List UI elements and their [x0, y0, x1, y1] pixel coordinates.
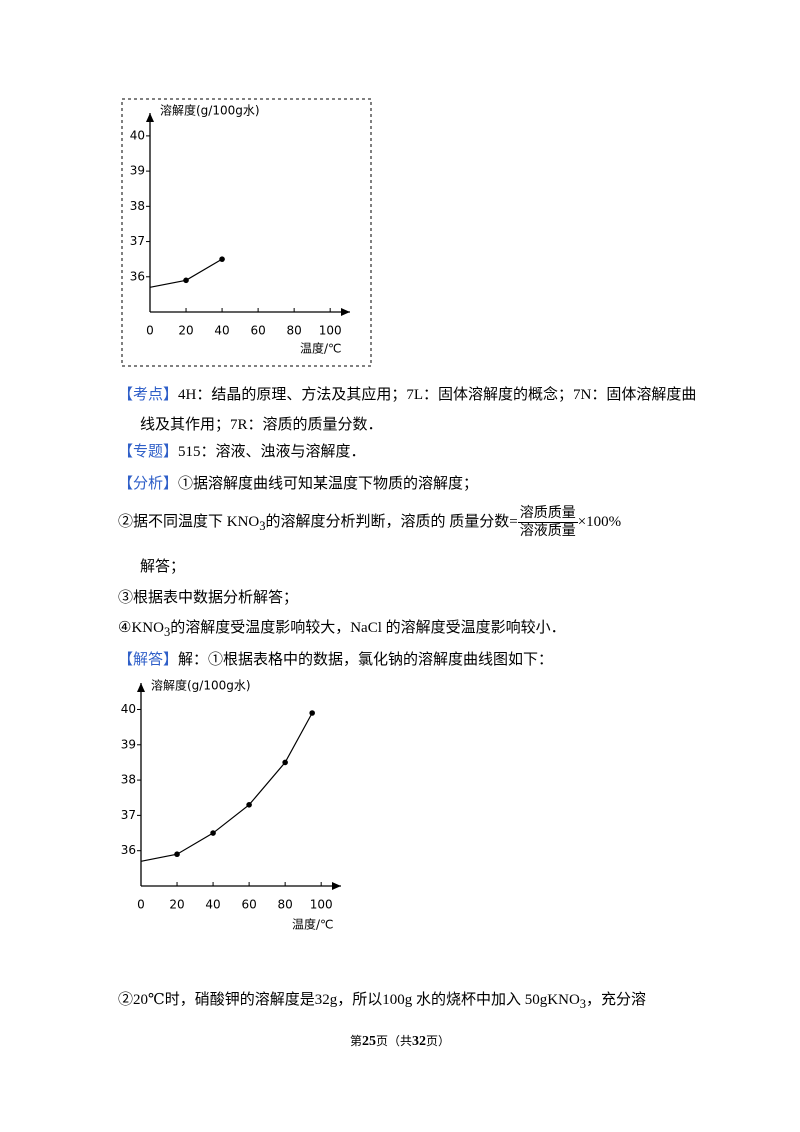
x-tick-label: 80 [278, 898, 293, 912]
text: ②据不同温度下 KNO [118, 513, 260, 530]
page-total: 32 [412, 1034, 426, 1049]
y-tick-label: 39 [121, 737, 136, 751]
text: ①据溶解度曲线可知某温度下物质的溶解度； [178, 476, 479, 492]
text: ×100% [577, 513, 622, 530]
data-point [282, 759, 288, 766]
x-tick-label: 80 [287, 324, 302, 338]
numerator: 溶质质量 [517, 505, 578, 523]
text: ④KNO [118, 620, 164, 636]
fenxi: 【分析】①据溶解度曲线可知某温度下物质的溶解度； [118, 474, 478, 494]
data-point [174, 851, 180, 858]
label: 【考点】 [118, 387, 179, 403]
y-tick-label: 36 [130, 269, 145, 283]
text: 515：溶液、浊液与溶解度． [178, 444, 366, 460]
data-point [246, 802, 252, 808]
x-tick-label: 20 [178, 324, 193, 338]
y-arrow [146, 113, 154, 122]
subscript: 3 [259, 518, 266, 533]
item4: ④KNO3的溶解度受温度影响较大，NaCl 的溶解度受温度影响较小． [118, 618, 566, 642]
y-tick-label: 36 [121, 843, 136, 857]
text: 4H：结晶的原理、方法及其应用；7L：固体溶解度的概念；7N：固体溶解度曲线及其… [140, 387, 697, 433]
text: 第 [349, 1034, 362, 1048]
label: 【分析】 [118, 476, 179, 492]
y-tick-label: 38 [121, 773, 136, 787]
y-tick-label: 40 [130, 128, 145, 142]
text: 的溶解度受温度影响较大，NaCl 的溶解度受温度影响较小． [170, 620, 566, 636]
subscript: 3 [163, 625, 171, 639]
x-arrow [332, 882, 341, 890]
text: 页（共 [375, 1034, 412, 1048]
subscript: 3 [579, 997, 587, 1011]
zhuanti: 【专题】515：溶液、浊液与溶解度． [118, 442, 366, 462]
data-line [140, 712, 313, 862]
x-arrow [341, 308, 350, 316]
y-tick-label: 39 [130, 164, 145, 178]
data-point [183, 277, 189, 284]
x-axis-label: 温度/℃ [300, 341, 342, 356]
y-tick-label: 40 [121, 702, 136, 716]
x-tick-label: 0 [146, 324, 154, 338]
data-line [149, 258, 223, 288]
x-tick-label: 40 [205, 898, 220, 912]
denominator: 溶液质量 [519, 523, 576, 539]
text: ②20℃时，硝酸钾的溶解度是32g，所以100g 水的烧杯中加入 50gKNO [118, 992, 580, 1008]
data-point [210, 830, 216, 836]
x-tick-label: 0 [137, 898, 145, 912]
data-point [219, 256, 225, 262]
y-axis-label: 溶解度(g/100g水) [151, 678, 251, 693]
data-point [309, 710, 315, 716]
y-tick-label: 37 [130, 234, 145, 248]
fraction: 溶质质量 溶液质量 [517, 505, 578, 540]
x-tick-label: 20 [169, 898, 184, 912]
text: ，充分溶 [586, 992, 647, 1008]
x-tick-label: 60 [250, 324, 265, 338]
label: 【解答】 [118, 652, 179, 668]
item3: ③根据表中数据分析解答； [118, 590, 299, 606]
x-axis-label: 温度/℃ [292, 917, 334, 932]
x-tick-label: 100 [319, 324, 342, 338]
kaodian: 【考点】4H：结晶的原理、方法及其应用；7L：固体溶解度的概念；7N：固体溶解度… [118, 380, 710, 440]
x-tick-label: 40 [214, 324, 229, 338]
page-number: 25 [361, 1034, 376, 1049]
y-arrow [137, 683, 145, 692]
item2: ②据不同温度下 KNO3的溶解度分析判断，溶质的 质量分数= 溶质质量 溶液质量 ×1… [118, 505, 621, 540]
item5: ②20℃时，硝酸钾的溶解度是32g，所以100g 水的烧杯中加入 50gKNO3… [118, 990, 646, 1014]
label: 【专题】 [118, 444, 179, 460]
text: 页） [426, 1034, 451, 1048]
jieda: 【解答】解：①根据表格中的数据，氯化钠的溶解度曲线图如下： [118, 650, 553, 670]
text: 解：①根据表格中的数据，氯化钠的溶解度曲线图如下： [178, 652, 554, 668]
y-tick-label: 38 [130, 199, 145, 213]
footer: 第25页（共32页） [0, 1032, 800, 1050]
text: 的溶解度分析判断，溶质的 质量分数= [265, 513, 518, 530]
item2-next: 解答； [140, 559, 186, 575]
x-tick-label: 60 [241, 898, 256, 912]
y-axis-label: 溶解度(g/100g水) [160, 103, 260, 118]
y-tick-label: 37 [121, 808, 136, 822]
x-tick-label: 100 [310, 898, 333, 912]
